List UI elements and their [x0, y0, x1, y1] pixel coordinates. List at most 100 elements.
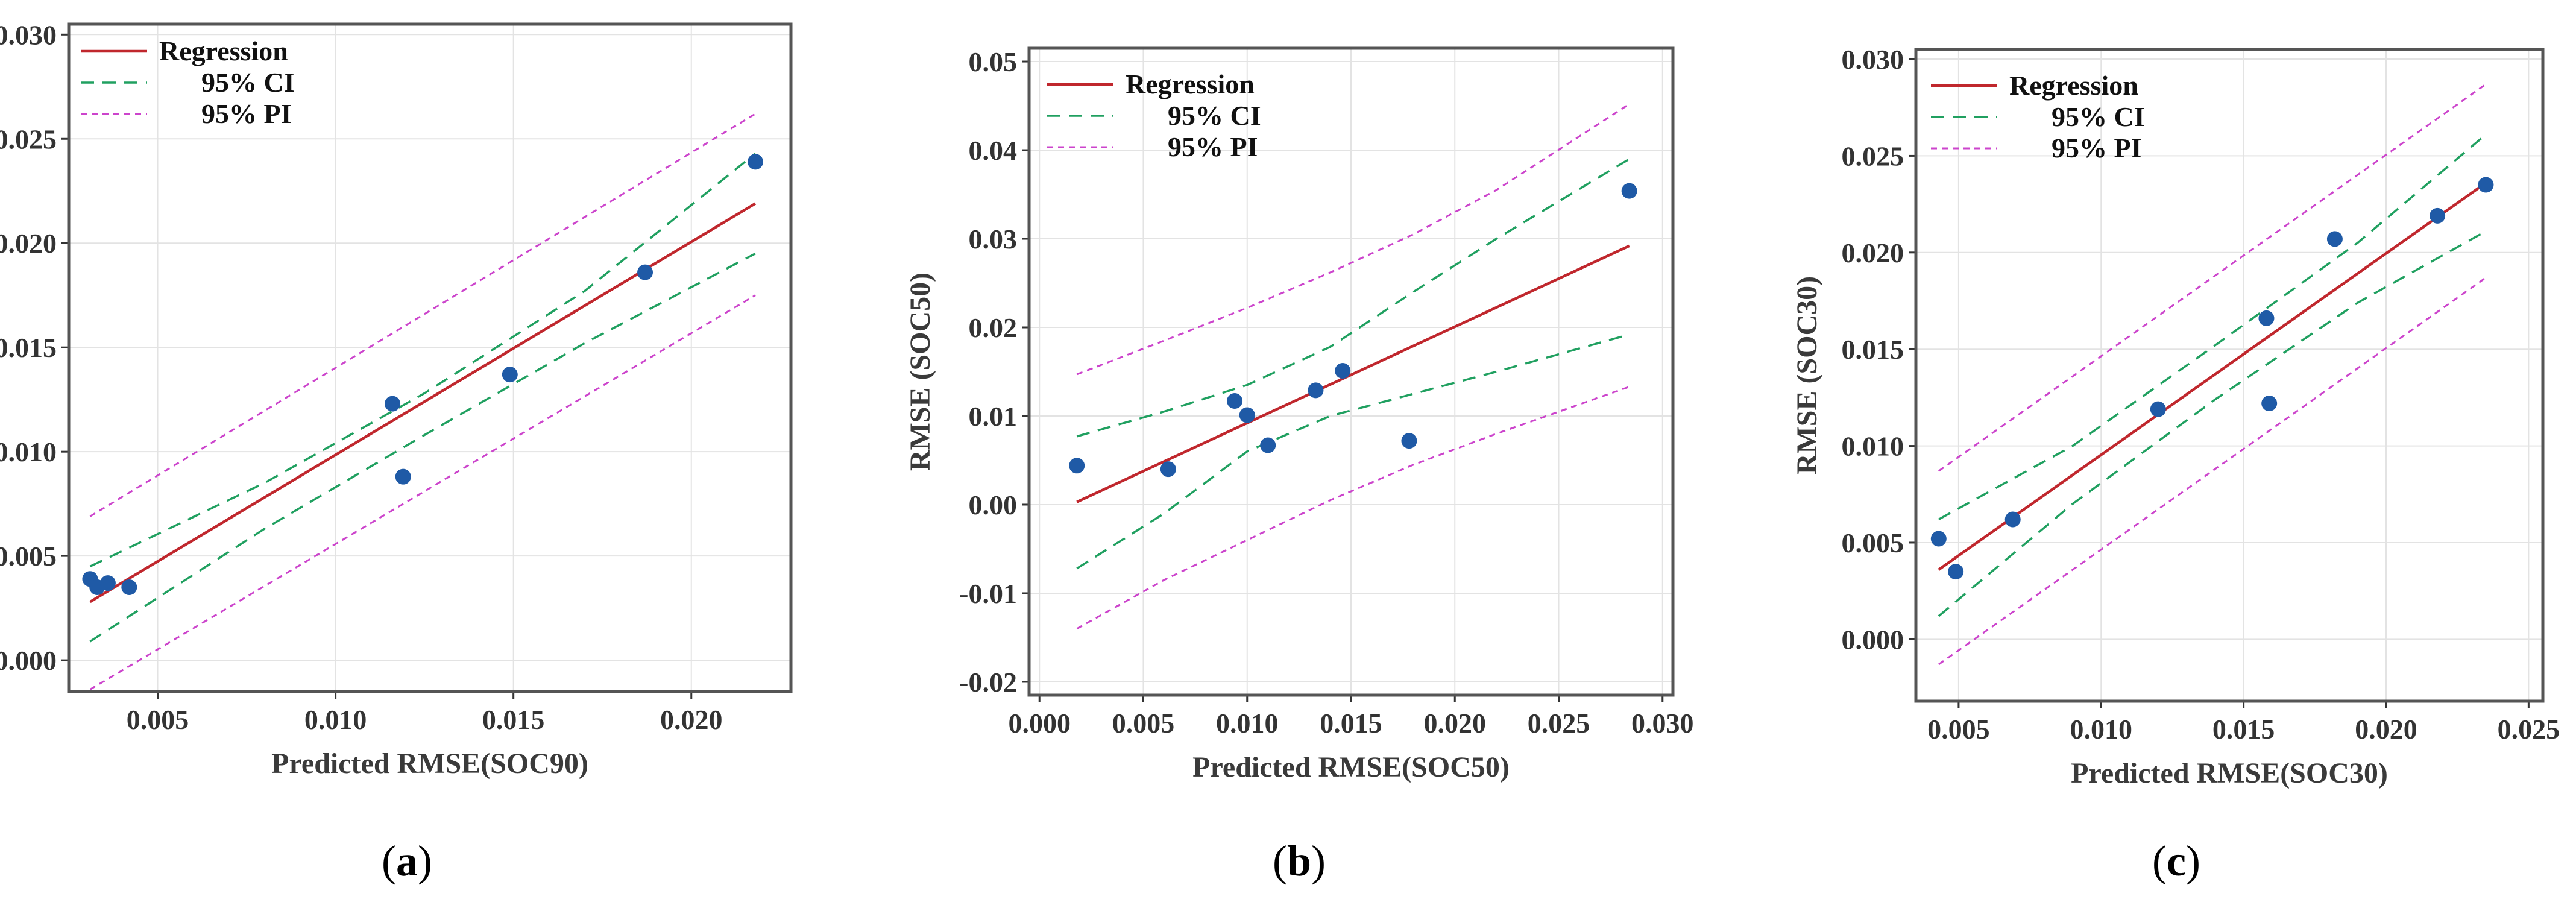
- data-point: [1239, 407, 1255, 423]
- data-point: [1401, 433, 1417, 449]
- panel-label: (b): [1273, 837, 1326, 885]
- y-tick-label: -0.02: [959, 667, 1017, 698]
- pi-upper-line: [1076, 103, 1630, 376]
- x-tick-label: 0.010: [304, 704, 367, 735]
- x-axis-label: Predicted RMSE(SOC30): [2071, 757, 2388, 789]
- pi-upper-line: [1938, 83, 2487, 472]
- y-tick-label: 0.030: [1842, 44, 1904, 75]
- x-tick-label: 0.030: [1631, 708, 1694, 739]
- panel-label: (a): [382, 837, 432, 885]
- legend-ci-label: 95% CI: [2052, 101, 2145, 132]
- data-point: [2430, 207, 2446, 224]
- y-tick-label: 0.025: [1842, 140, 1904, 171]
- legend-pi-label: 95% PI: [2052, 133, 2142, 163]
- x-tick-label: 0.015: [1320, 708, 1382, 739]
- y-tick-label: 0.000: [0, 645, 57, 676]
- legend-ci-label: 95% CI: [201, 67, 295, 98]
- y-tick-label: 0.010: [1842, 431, 1904, 462]
- y-tick-label: 0.04: [969, 135, 1018, 166]
- x-tick-label: 0.000: [1008, 708, 1071, 739]
- y-tick-label: 0.015: [1842, 334, 1904, 365]
- data-point: [502, 367, 518, 383]
- data-point: [1308, 382, 1324, 399]
- legend-ci-label: 95% CI: [1168, 100, 1261, 131]
- x-axis-label: Predicted RMSE(SOC90): [271, 748, 588, 780]
- data-point: [747, 154, 763, 170]
- data-point: [1948, 564, 1964, 580]
- y-tick-label: 0.00: [969, 490, 1018, 520]
- data-point: [2326, 231, 2343, 247]
- data-point: [121, 579, 137, 596]
- data-point: [1160, 461, 1176, 478]
- y-tick-label: 0.005: [0, 541, 57, 572]
- regression-line: [89, 202, 757, 604]
- y-tick-label: 0.020: [0, 228, 57, 259]
- y-tick-label: 0.02: [969, 312, 1018, 343]
- data-point: [1069, 458, 1085, 474]
- y-tick-label: 0.010: [0, 437, 57, 467]
- data-point: [2258, 310, 2275, 326]
- regression-line: [1938, 181, 2487, 571]
- x-tick-label: 0.020: [1424, 708, 1487, 739]
- y-tick-label: 0.01: [969, 401, 1018, 432]
- x-tick-label: 0.005: [127, 704, 189, 735]
- pi-lower-line: [89, 294, 756, 690]
- legend-regression-label: Regression: [2009, 70, 2138, 101]
- data-point: [2004, 511, 2021, 528]
- y-tick-label: 0.000: [1842, 624, 1904, 655]
- ci-upper-line: [1076, 158, 1630, 438]
- data-point: [1335, 363, 1351, 379]
- y-tick-label: 0.005: [1842, 528, 1904, 558]
- data-point: [395, 468, 411, 485]
- pi-upper-line: [89, 113, 756, 517]
- x-tick-label: 0.010: [1216, 708, 1279, 739]
- ci-lower-line: [1076, 333, 1630, 570]
- data-point: [99, 575, 116, 591]
- data-point: [2478, 177, 2494, 193]
- pi-lower-line: [1076, 386, 1630, 630]
- legend-regression-label: Regression: [159, 36, 288, 66]
- x-tick-label: 0.025: [2498, 714, 2560, 745]
- ci-lower-line: [1938, 230, 2487, 617]
- x-tick-label: 0.005: [1927, 714, 1990, 745]
- data-point: [637, 264, 653, 280]
- ci-upper-line: [1938, 133, 2487, 521]
- chart-panel-a: 0.005 0.010 0.015 0.020 0.000 0.005 0.010 0.015…: [0, 19, 793, 885]
- y-axis-label: RMSE (SOC30): [1791, 276, 1823, 474]
- x-tick-label: 0.015: [482, 704, 545, 735]
- x-tick-label: 0.025: [1528, 708, 1590, 739]
- y-tick-label: 0.025: [0, 124, 57, 154]
- legend-pi-label: 95% PI: [201, 98, 292, 129]
- y-tick-label: 0.020: [1842, 238, 1904, 268]
- data-point: [1621, 183, 1637, 199]
- data-point: [2150, 401, 2166, 417]
- y-tick-label: 0.05: [969, 46, 1018, 77]
- y-axis-label: RMSE (SOC50): [904, 273, 936, 471]
- x-tick-label: 0.010: [2070, 714, 2133, 745]
- plot-frame: [1027, 46, 1675, 697]
- ci-upper-line: [89, 153, 757, 568]
- chart-panel-c: 0.005 0.010 0.015 0.020 0.025 0.000 0.005 0.010…: [1791, 44, 2560, 885]
- y-tick-label: -0.01: [959, 578, 1017, 609]
- plot-frame: [67, 22, 793, 693]
- regression-line: [1076, 244, 1630, 503]
- y-tick-label: 0.03: [969, 224, 1018, 254]
- data-point: [1930, 531, 1947, 547]
- data-point: [1260, 437, 1276, 453]
- data-point: [385, 396, 401, 412]
- x-axis-label: Predicted RMSE(SOC50): [1192, 751, 1510, 783]
- ci-lower-line: [89, 252, 756, 643]
- pi-lower-line: [1938, 277, 2487, 666]
- x-tick-label: 0.005: [1112, 708, 1175, 739]
- x-tick-label: 0.020: [660, 704, 723, 735]
- data-point: [2261, 396, 2278, 412]
- y-tick-label: 0.030: [0, 19, 57, 50]
- legend-regression-label: Regression: [1126, 69, 1255, 99]
- x-tick-label: 0.015: [2212, 714, 2275, 745]
- plot-frame: [1914, 48, 2545, 703]
- chart-panel-b: 0.000 0.005 0.010 0.015 0.020 0.025 0.030 -0.02…: [904, 46, 1694, 885]
- legend-pi-label: 95% PI: [1168, 131, 1258, 162]
- panel-label: (c): [2152, 837, 2200, 885]
- x-tick-label: 0.020: [2355, 714, 2417, 745]
